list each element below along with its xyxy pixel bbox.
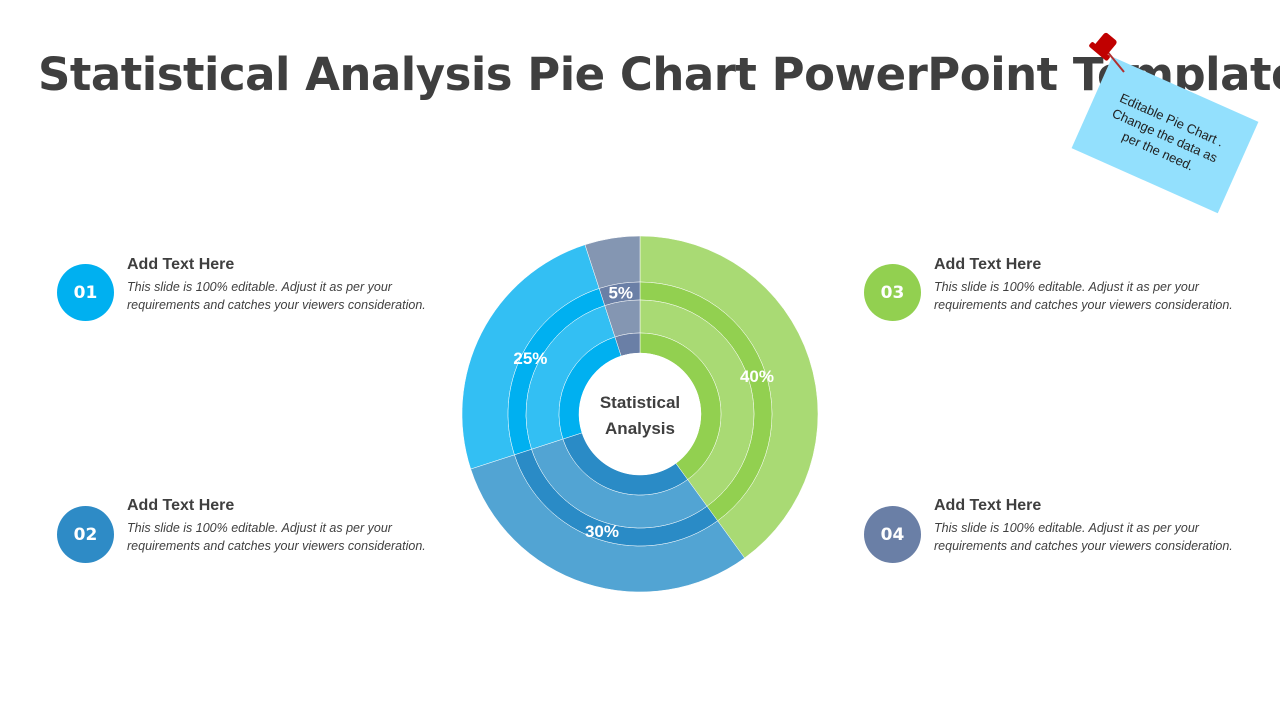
number-badge: 02 bbox=[57, 506, 114, 563]
number-badge: 01 bbox=[57, 264, 114, 321]
slice-label: 5% bbox=[608, 284, 633, 303]
push-pin-icon bbox=[1089, 32, 1125, 73]
item-heading: Add Text Here bbox=[127, 256, 235, 273]
item-body: This slide is 100% editable. Adjust it a… bbox=[934, 280, 1233, 312]
page-title: Statistical Analysis Pie Chart PowerPoin… bbox=[38, 48, 1280, 101]
number-badge: 04 bbox=[864, 506, 921, 563]
item-heading: Add Text Here bbox=[127, 497, 235, 514]
slice-label: 25% bbox=[513, 349, 547, 368]
item-body: This slide is 100% editable. Adjust it a… bbox=[127, 280, 426, 312]
item-body: This slide is 100% editable. Adjust it a… bbox=[934, 521, 1233, 553]
number-badge: 03 bbox=[864, 264, 921, 321]
center-hole bbox=[579, 353, 701, 475]
item-body: This slide is 100% editable. Adjust it a… bbox=[127, 521, 426, 553]
item-heading: Add Text Here bbox=[934, 256, 1042, 273]
center-label-line1: Statistical bbox=[600, 393, 680, 412]
slice-label: 40% bbox=[740, 367, 774, 386]
item-heading: Add Text Here bbox=[934, 497, 1042, 514]
center-label-line2: Analysis bbox=[605, 419, 675, 438]
slice-label: 30% bbox=[585, 522, 619, 541]
